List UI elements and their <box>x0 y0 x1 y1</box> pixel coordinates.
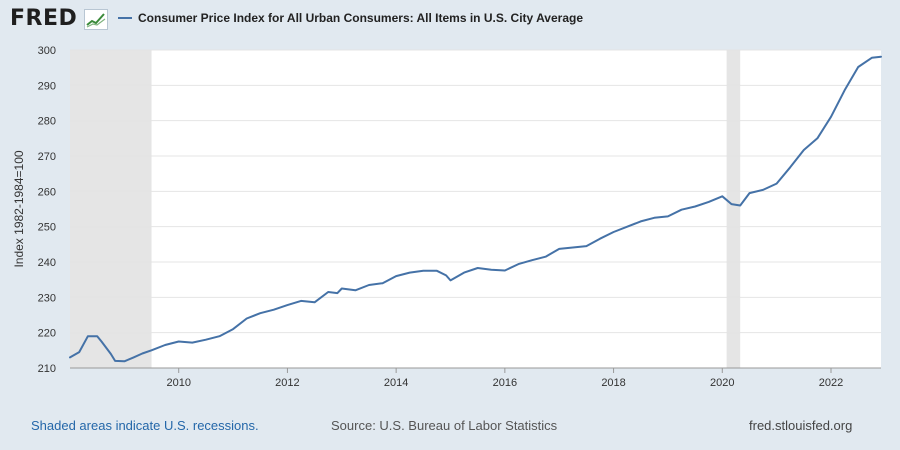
source-note: Source: U.S. Bureau of Labor Statistics <box>331 418 558 433</box>
cpi-line-chart: 210 220 230 240 250 260 270 280 290 300 2010 2012 20… <box>12 45 882 389</box>
legend-swatch <box>118 17 132 19</box>
recession-band-1 <box>726 50 741 368</box>
chart-title: Consumer Price Index for All Urban Consu… <box>138 11 583 25</box>
chart-legend: Consumer Price Index for All Urban Consu… <box>118 11 583 25</box>
y-tick-label-280: 280 <box>38 116 56 128</box>
recession-note-link[interactable]: Shaded areas indicate U.S. recessions. <box>31 418 259 433</box>
y-tick-label-220: 220 <box>38 328 56 340</box>
chart-footer: Shaded areas indicate U.S. recessions. S… <box>0 418 900 434</box>
x-tick-label-2010: 2010 <box>166 377 190 389</box>
y-axis-label: Index 1982-1984=100 <box>12 150 26 267</box>
y-tick-label-250: 250 <box>38 222 56 234</box>
x-tick-label-2012: 2012 <box>275 377 299 389</box>
x-tick-label-2016: 2016 <box>493 377 517 389</box>
y-tick-label-240: 240 <box>38 257 56 269</box>
fred-logo[interactable]: FRED <box>10 6 78 31</box>
y-tick-label-260: 260 <box>38 186 56 198</box>
y-tick-label-290: 290 <box>38 80 56 92</box>
y-tick-label-270: 270 <box>38 151 56 163</box>
chart-header: FRED Consumer Price Index for All Urban … <box>0 0 900 40</box>
recession-band-0 <box>70 50 152 368</box>
fred-site-link[interactable]: fred.stlouisfed.org <box>749 418 853 433</box>
y-tick-label-210: 210 <box>38 363 56 375</box>
trend-chart-icon <box>84 9 108 30</box>
y-tick-label-300: 300 <box>38 45 56 57</box>
series-line-0 <box>69 55 882 363</box>
x-tick-label-2020: 2020 <box>710 377 734 389</box>
x-tick-label-2014: 2014 <box>384 377 408 389</box>
plot-area <box>70 50 881 368</box>
x-tick-label-2022: 2022 <box>819 377 843 389</box>
y-tick-label-230: 230 <box>38 292 56 304</box>
x-tick-label-2018: 2018 <box>601 377 625 389</box>
